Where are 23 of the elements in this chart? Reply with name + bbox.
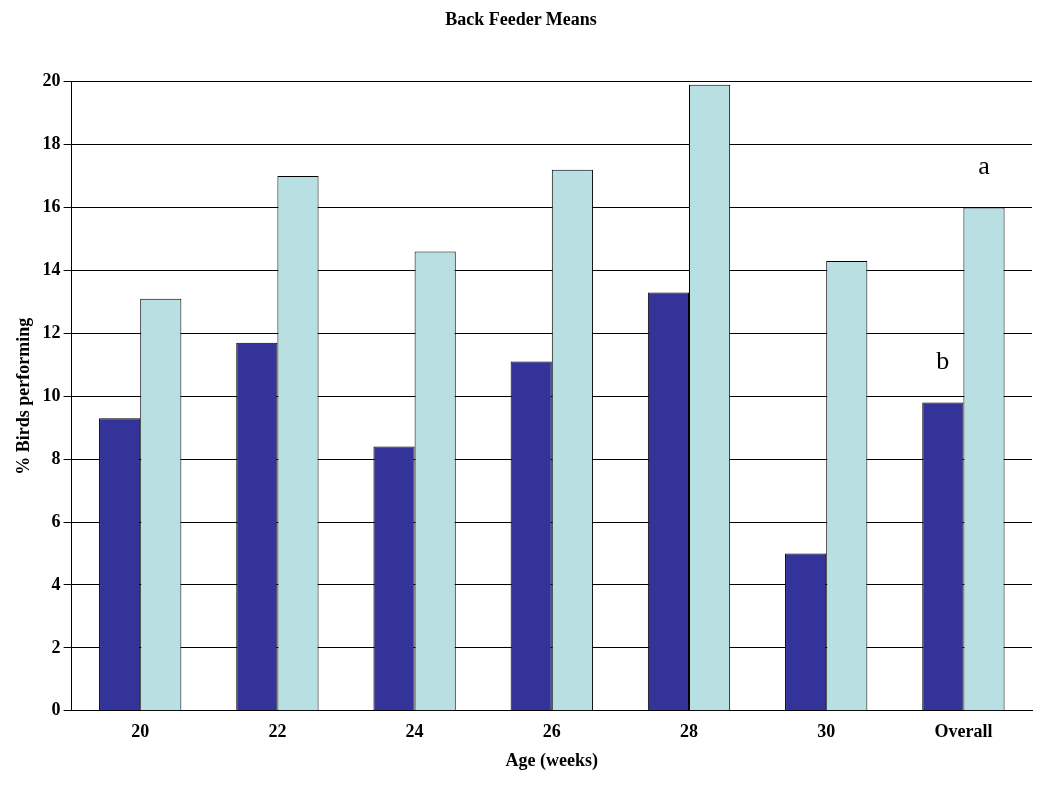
x-tick-label: 22 <box>268 721 287 742</box>
y-tick-label: 14 <box>42 259 61 280</box>
y-tick-label: 2 <box>51 636 61 657</box>
y-tick-label: 6 <box>51 510 61 531</box>
y-tick-label: 16 <box>42 196 61 217</box>
y-tick-label: 0 <box>51 699 61 720</box>
x-tick-label: 30 <box>817 721 836 742</box>
x-tick-label: 26 <box>542 721 561 742</box>
y-tick-label: 20 <box>42 70 61 91</box>
y-tick-label: 4 <box>51 573 61 594</box>
chart-title: Back Feeder Means <box>445 9 597 30</box>
y-tick-label: 10 <box>42 384 61 405</box>
y-tick-label: 8 <box>51 447 61 468</box>
annotation: b <box>936 346 950 376</box>
x-tick-label: 20 <box>131 721 150 742</box>
y-tick-label: 12 <box>42 321 61 342</box>
x-tick-label: Overall <box>934 721 993 742</box>
x-axis-title: Age (weeks) <box>505 749 599 771</box>
x-tick-label: 28 <box>680 721 698 742</box>
annotation: a <box>978 151 991 181</box>
y-tick-label: 18 <box>42 133 61 154</box>
y-axis-title: % Birds performing <box>13 317 34 475</box>
x-tick-label: 24 <box>405 721 424 742</box>
